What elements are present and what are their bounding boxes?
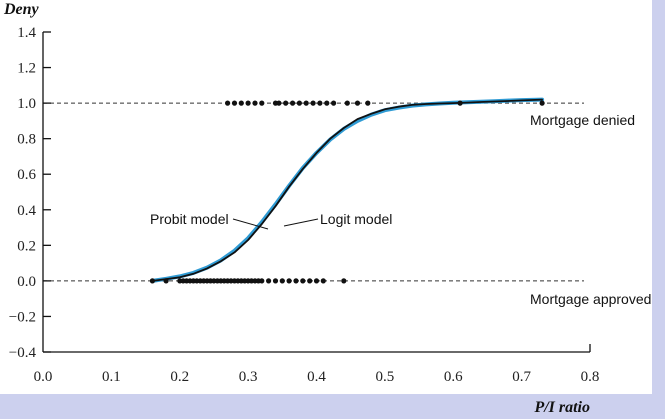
x-tick-label: 0.7	[512, 369, 531, 385]
denied-point	[310, 100, 316, 106]
denied-point	[331, 100, 337, 106]
approved-point	[300, 278, 306, 284]
denied-point	[296, 100, 302, 106]
denied-point	[290, 100, 296, 106]
annotation-mortgage-denied: Mortgage denied	[530, 112, 635, 128]
approved-point	[163, 278, 169, 284]
y-axis-title: Deny	[3, 1, 40, 18]
x-tick-label: 0.3	[239, 369, 258, 385]
approved-point	[293, 278, 299, 284]
y-tick-label: −0.4	[9, 345, 37, 361]
x-tick-label: 0.6	[444, 369, 463, 385]
approved-point	[286, 278, 292, 284]
approved-point	[313, 278, 320, 284]
x-tick-label: 0.4	[307, 369, 326, 385]
y-tick-label: 0.8	[17, 132, 36, 148]
x-axis-title: P/I ratio	[533, 399, 590, 416]
y-tick-label: −0.2	[9, 309, 36, 325]
y-tick-label: 1.0	[17, 96, 36, 112]
annotations: Probit model Logit model Mortgage denied…	[150, 112, 651, 307]
approved-point	[307, 278, 313, 284]
x-tick-label: 0.0	[34, 369, 53, 385]
denied-point	[259, 100, 265, 106]
denied-point	[276, 100, 282, 106]
y-tick-label: 0.2	[17, 238, 36, 254]
approved-point	[149, 278, 155, 284]
approved-point	[272, 278, 279, 284]
y-tick-label: 1.2	[17, 61, 36, 77]
logit-leader-line	[283, 218, 319, 227]
y-tick-label: 0.4	[17, 203, 36, 219]
y-axis-ticks: 1.4 1.2 1.0 0.8 0.6 0.4 0.2 0.0 −0.2 −0.4	[9, 25, 51, 361]
annotation-logit-model: Logit model	[320, 211, 392, 227]
denied-point	[317, 100, 323, 106]
denied-point	[252, 100, 258, 106]
denied-point	[225, 100, 231, 106]
x-tick-label: 0.5	[376, 369, 395, 385]
denied-point	[354, 100, 361, 106]
denied-point	[238, 100, 244, 106]
approved-point	[266, 278, 272, 284]
probit-curve	[151, 98, 543, 282]
model-curves	[150, 97, 545, 283]
plot-panel	[0, 0, 652, 394]
x-tick-label: 0.2	[170, 369, 189, 385]
denied-point	[457, 100, 463, 106]
data-points	[149, 100, 545, 284]
denied-point	[245, 100, 251, 106]
x-axis-ticks: 0.0 0.1 0.2 0.3 0.4 0.5 0.6 0.7 0.8	[34, 369, 600, 385]
denied-point	[324, 100, 330, 106]
x-tick-label: 0.8	[581, 369, 600, 385]
denied-point	[231, 100, 238, 106]
probit-leader-line	[232, 218, 269, 230]
approved-point	[341, 278, 347, 284]
denied-point	[365, 100, 371, 106]
approved-point	[279, 278, 285, 284]
denied-point	[283, 100, 289, 106]
annotation-mortgage-approved: Mortgage approved	[530, 291, 651, 307]
denied-point	[303, 100, 309, 106]
denied-point	[344, 100, 350, 106]
denied-point	[539, 100, 545, 106]
approved-point	[320, 278, 326, 284]
approved-point	[259, 278, 265, 284]
x-tick-label: 0.1	[102, 369, 121, 385]
y-tick-label: 0.0	[17, 274, 36, 290]
annotation-probit-model: Probit model	[150, 211, 229, 227]
y-tick-label: 1.4	[17, 25, 36, 41]
y-tick-label: 0.6	[17, 167, 36, 183]
